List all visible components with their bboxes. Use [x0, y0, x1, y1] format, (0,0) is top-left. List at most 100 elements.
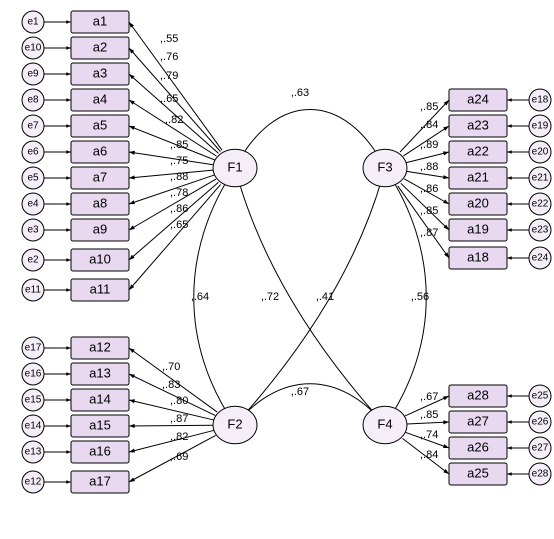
loading-value: ,.65 [160, 93, 178, 105]
correlation-value: ,.67 [291, 386, 309, 398]
observed-label: a20 [467, 195, 489, 210]
loading-value: ,.88 [420, 161, 438, 173]
loading-value: ,.84 [420, 119, 438, 131]
observed-label: a3 [93, 65, 107, 80]
error-label: e28 [532, 469, 549, 480]
loading-value: ,.78 [170, 187, 188, 199]
loading-value: ,.88 [170, 171, 188, 183]
loading-value: ,.69 [170, 451, 188, 463]
error-label: e20 [532, 147, 549, 158]
loading-value: ,.67 [420, 391, 438, 403]
loading-value: ,.65 [170, 219, 188, 231]
loading-value: ,.55 [160, 33, 178, 45]
observed-label: a24 [467, 91, 489, 106]
error-label: e19 [532, 121, 549, 132]
observed-label: a13 [89, 365, 111, 380]
error-label: e13 [25, 447, 42, 458]
loading-edge [129, 425, 213, 426]
error-label: e14 [25, 421, 42, 432]
loading-value: ,.82 [170, 431, 188, 443]
loading-value: ,.89 [420, 139, 438, 151]
observed-label: a5 [93, 117, 107, 132]
observed-label: a22 [467, 143, 489, 158]
correlation-value: ,.63 [291, 87, 309, 99]
loading-edge [407, 422, 449, 424]
loading-value: ,.84 [420, 449, 438, 461]
observed-label: a11 [90, 281, 111, 296]
loading-value: ,.86 [420, 183, 438, 195]
observed-label: a25 [467, 465, 489, 480]
error-label: e24 [532, 253, 549, 264]
correlation-value: ,.64 [191, 291, 209, 303]
loading-value: ,.85 [420, 101, 438, 113]
observed-label: a2 [93, 39, 107, 54]
correlation-edge [235, 384, 385, 425]
loading-value: ,.85 [420, 205, 438, 217]
correlation-value: ,.72 [261, 291, 279, 303]
error-label: e6 [27, 147, 39, 158]
loading-value: ,.76 [160, 51, 178, 63]
loading-value: ,.83 [162, 379, 180, 391]
error-label: e7 [27, 121, 39, 132]
correlation-value: ,.41 [316, 291, 334, 303]
error-label: e3 [27, 225, 39, 236]
loading-value: ,.85 [420, 409, 438, 421]
observed-label: a16 [89, 443, 111, 458]
observed-label: a4 [93, 91, 107, 106]
correlation-edge [235, 110, 385, 169]
correlation-value: ,.56 [411, 291, 429, 303]
error-label: e15 [25, 395, 42, 406]
error-label: e1 [27, 17, 39, 28]
observed-label: a19 [467, 221, 489, 236]
loading-value: ,.70 [162, 361, 180, 373]
observed-label: a26 [467, 439, 489, 454]
observed-label: a18 [467, 249, 489, 264]
observed-label: a10 [89, 251, 111, 266]
observed-label: a6 [93, 143, 107, 158]
sem-path-diagram: F1F2F3F4a1e1,.55a2e10,.76a3e9,.79a4e8,.6… [0, 0, 554, 539]
loading-value: ,.75 [170, 155, 188, 167]
error-label: e5 [27, 173, 39, 184]
observed-label: a17 [89, 473, 111, 488]
observed-label: a8 [93, 195, 107, 210]
observed-label: a21 [467, 169, 489, 184]
loading-value: ,.86 [170, 203, 188, 215]
error-label: e23 [532, 225, 549, 236]
loading-value: ,.87 [170, 413, 188, 425]
loading-value: ,.82 [165, 114, 183, 126]
loading-value: ,.79 [160, 70, 178, 82]
observed-label: a1 [93, 13, 107, 28]
observed-label: a12 [89, 339, 111, 354]
error-label: e26 [532, 417, 549, 428]
observed-label: a14 [89, 391, 111, 406]
correlation-edge [235, 168, 385, 425]
observed-label: a27 [467, 413, 489, 428]
loading-value: ,.85 [170, 139, 188, 151]
error-label: e12 [25, 477, 42, 488]
loading-value: ,.80 [170, 395, 188, 407]
observed-label: a9 [93, 221, 107, 236]
error-label: e18 [532, 95, 549, 106]
error-label: e9 [27, 69, 39, 80]
error-label: e27 [532, 443, 549, 454]
observed-label: a28 [467, 387, 489, 402]
error-label: e8 [27, 95, 39, 106]
observed-label: a7 [93, 169, 107, 184]
error-label: e16 [25, 369, 42, 380]
error-label: e11 [25, 285, 41, 296]
error-label: e4 [27, 199, 39, 210]
error-label: e22 [532, 199, 549, 210]
error-label: e21 [532, 173, 549, 184]
factor-label: F4 [377, 416, 392, 431]
factor-label: F1 [227, 159, 242, 174]
error-label: e17 [25, 343, 42, 354]
error-label: e10 [25, 43, 42, 54]
error-label: e25 [532, 391, 549, 402]
factor-label: F3 [377, 159, 392, 174]
loading-value: ,.87 [420, 227, 438, 239]
loading-value: ,.74 [420, 429, 438, 441]
loading-edge [129, 185, 221, 290]
observed-label: a15 [89, 417, 111, 432]
error-label: e2 [27, 255, 39, 266]
correlation-edge [235, 168, 385, 425]
